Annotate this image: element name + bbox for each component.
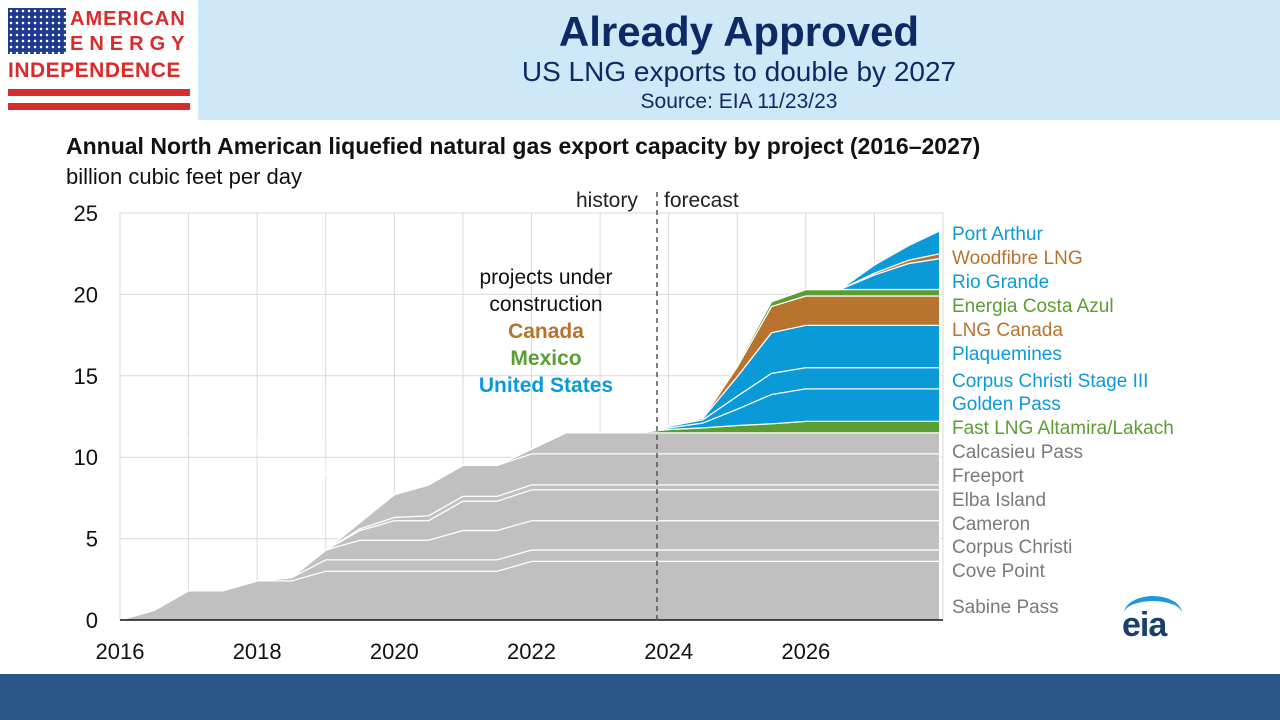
axes: 0 5 10 15 20 25 2016 2018 2020 2022 2024 2026 bbox=[74, 192, 943, 664]
y-tick-label: 20 bbox=[74, 282, 98, 307]
series-label-elba-island: Elba Island bbox=[952, 490, 1046, 511]
under-construction-line-2: construction bbox=[489, 293, 603, 316]
y-tick-label: 0 bbox=[86, 608, 98, 633]
chart-title: Annual North American liquefied natural … bbox=[66, 133, 981, 159]
series-label-woodfibre-lng: Woodfibre LNG bbox=[952, 248, 1083, 269]
series-labels: Port Arthur Woodfibre LNG Rio Grande Energi… bbox=[952, 224, 1174, 618]
series-label-plaquemines: Plaquemines bbox=[952, 344, 1062, 365]
y-tick-label: 15 bbox=[74, 364, 98, 389]
us-flag-icon bbox=[8, 8, 66, 54]
logo-stripe bbox=[8, 89, 190, 96]
y-tick-label: 5 bbox=[86, 527, 98, 552]
area-sabine-pass bbox=[119, 560, 941, 621]
mexico-annotation: Mexico bbox=[510, 347, 582, 370]
series-label-freeport: Freeport bbox=[952, 466, 1025, 487]
header-band bbox=[198, 0, 1280, 120]
united-states-annotation: United States bbox=[478, 374, 614, 397]
stacked-areas bbox=[119, 230, 941, 621]
x-tick-label: 2024 bbox=[644, 639, 693, 664]
y-tick-label: 25 bbox=[74, 201, 98, 226]
forecast-label: forecast bbox=[664, 189, 739, 212]
existing-capacity-line-1: existing export capacity bbox=[147, 431, 387, 454]
x-tick-label: 2018 bbox=[233, 639, 282, 664]
chart-units: billion cubic feet per day bbox=[66, 164, 303, 189]
series-label-lng-canada: LNG Canada bbox=[952, 320, 1063, 341]
x-tick-label: 2026 bbox=[781, 639, 830, 664]
logo-line-1: AMERICAN bbox=[70, 8, 186, 30]
canada-annotation: Canada bbox=[508, 320, 584, 343]
series-label-fast-lng-altamira-lakach: Fast LNG Altamira/Lakach bbox=[952, 418, 1174, 439]
series-label-corpus-christi: Corpus Christi bbox=[952, 537, 1072, 558]
series-label-golden-pass: Golden Pass bbox=[952, 394, 1061, 415]
history-label: history bbox=[576, 189, 638, 212]
lng-capacity-chart: 0 5 10 15 20 25 2016 2018 2020 2022 2024 2026 Port … bbox=[74, 192, 1174, 664]
series-label-cove-point: Cove Point bbox=[952, 561, 1046, 582]
series-label-cameron: Cameron bbox=[952, 514, 1030, 535]
slide-subtitle: US LNG exports to double by 2027 bbox=[521, 56, 957, 87]
series-label-calcasieu-pass: Calcasieu Pass bbox=[952, 442, 1083, 463]
x-tick-label: 2020 bbox=[370, 639, 419, 664]
footer-bar bbox=[0, 674, 1280, 720]
under-construction-line-1: projects under bbox=[479, 266, 613, 289]
eia-logo: eia bbox=[1122, 606, 1167, 644]
slide-title: Already Approved bbox=[558, 8, 920, 55]
y-tick-label: 10 bbox=[74, 445, 98, 470]
x-tick-label: 2016 bbox=[96, 639, 145, 664]
series-label-sabine-pass: Sabine Pass bbox=[952, 597, 1059, 618]
series-label-rio-grande: Rio Grande bbox=[952, 272, 1049, 293]
logo-line-3: INDEPENDENCE bbox=[8, 59, 181, 82]
american-energy-independence-logo: AMERICAN ENERGY INDEPENDENCE bbox=[0, 0, 198, 122]
logo-line-2: ENERGY bbox=[70, 33, 191, 55]
series-label-port-arthur: Port Arthur bbox=[952, 224, 1043, 245]
area-port-arthur bbox=[119, 230, 941, 621]
slide-source: Source: EIA 11/23/23 bbox=[640, 90, 838, 113]
existing-capacity-line-2: (all from United States) bbox=[159, 457, 375, 480]
eia-logo-arc-icon bbox=[1124, 596, 1182, 631]
logo-stripe bbox=[8, 103, 190, 110]
x-tick-label: 2022 bbox=[507, 639, 556, 664]
series-label-energia-costa-azul: Energia Costa Azul bbox=[952, 296, 1114, 317]
series-label-corpus-christi-stage-iii: Corpus Christi Stage III bbox=[952, 371, 1148, 392]
